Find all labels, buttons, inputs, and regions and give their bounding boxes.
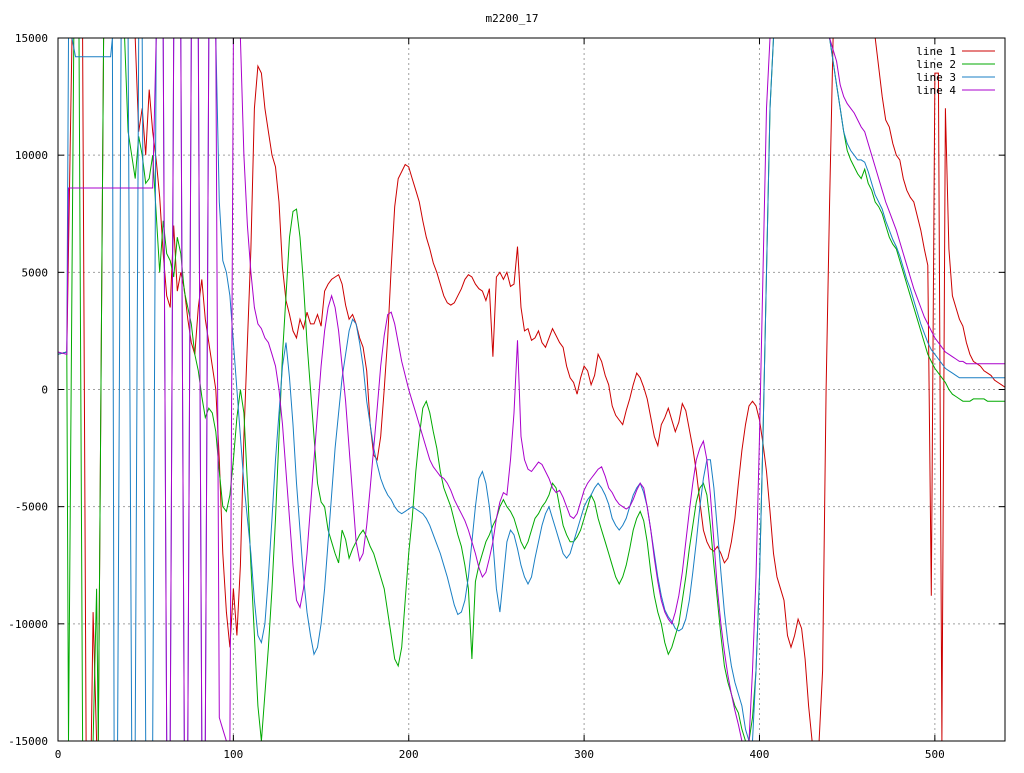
legend-label: line 4: [916, 84, 956, 97]
series-layer: [58, 38, 1005, 741]
x-tick-label: 200: [399, 748, 419, 761]
legend-entry-1: line 1: [916, 45, 995, 58]
legend-label: line 3: [916, 71, 956, 84]
legend-entry-3: line 3: [916, 71, 995, 84]
legend-label: line 1: [916, 45, 956, 58]
x-tick-label: 300: [574, 748, 594, 761]
y-tick-label: 10000: [15, 149, 48, 162]
x-tick-label: 100: [223, 748, 243, 761]
y-tick-label: -15000: [8, 735, 48, 748]
legend-entry-4: line 4: [916, 84, 995, 97]
x-tick-label: 400: [750, 748, 770, 761]
series-line-3: [58, 38, 1005, 741]
y-tick-label: 0: [41, 384, 48, 397]
y-tick-label: 5000: [22, 266, 49, 279]
chart-title: m2200_17: [486, 12, 539, 25]
x-tick-label: 0: [55, 748, 62, 761]
axis-ticks: 0 100 200 300 400 500 -15000 -10000 -5000 0 5000 10…: [8, 32, 1005, 761]
series-line-4: [58, 38, 1005, 741]
y-tick-label: -5000: [15, 501, 48, 514]
legend-entry-2: line 2: [916, 58, 995, 71]
y-tick-label: -10000: [8, 618, 48, 631]
series-line-1: [58, 38, 1005, 741]
legend-label: line 2: [916, 58, 956, 71]
series-line-2: [58, 38, 1005, 741]
y-tick-label: 15000: [15, 32, 48, 45]
x-tick-label: 500: [925, 748, 945, 761]
